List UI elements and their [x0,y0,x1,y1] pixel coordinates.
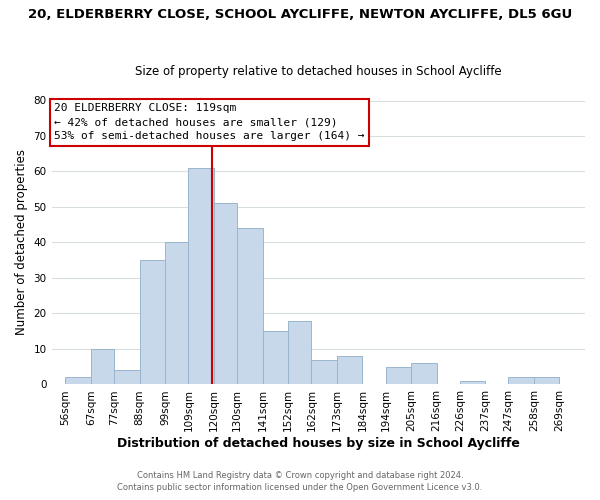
Bar [460,381,485,384]
X-axis label: Distribution of detached houses by size in School Aycliffe: Distribution of detached houses by size … [117,437,520,450]
Bar [237,228,263,384]
Bar [386,366,411,384]
Bar [140,260,165,384]
Y-axis label: Number of detached properties: Number of detached properties [15,150,28,336]
Bar [65,378,91,384]
Text: 20, ELDERBERRY CLOSE, SCHOOL AYCLIFFE, NEWTON AYCLIFFE, DL5 6GU: 20, ELDERBERRY CLOSE, SCHOOL AYCLIFFE, N… [28,8,572,20]
Bar [534,378,559,384]
Bar [288,320,311,384]
Bar [188,168,214,384]
Bar [508,378,534,384]
Bar [114,370,140,384]
Title: Size of property relative to detached houses in School Aycliffe: Size of property relative to detached ho… [135,66,502,78]
Bar [411,363,437,384]
Bar [337,356,362,384]
Bar [311,360,337,384]
Bar [91,349,114,384]
Text: 20 ELDERBERRY CLOSE: 119sqm
← 42% of detached houses are smaller (129)
53% of se: 20 ELDERBERRY CLOSE: 119sqm ← 42% of det… [54,104,365,142]
Text: Contains HM Land Registry data © Crown copyright and database right 2024.
Contai: Contains HM Land Registry data © Crown c… [118,471,482,492]
Bar [214,204,237,384]
Bar [263,331,288,384]
Bar [165,242,188,384]
